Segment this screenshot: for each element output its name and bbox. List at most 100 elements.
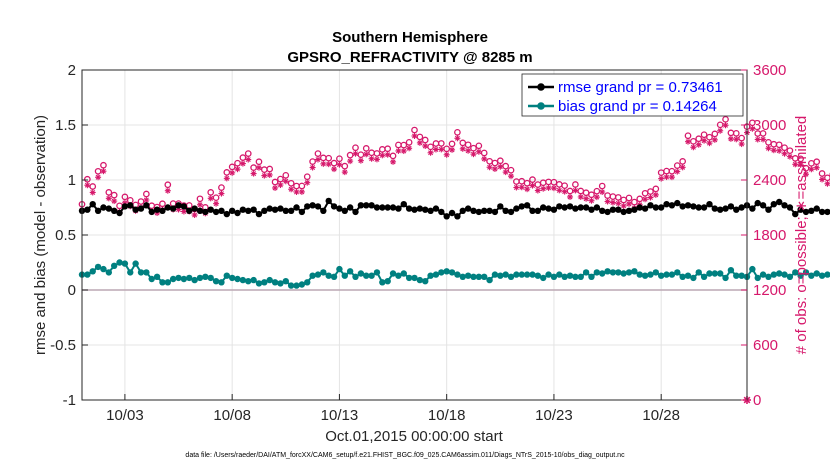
left-axis-ticks: -1 -0.5 0 0.5 1 1.5 2 bbox=[50, 62, 88, 409]
bias-point bbox=[684, 272, 692, 279]
obs-possible-marker bbox=[802, 164, 810, 172]
rmse-point bbox=[228, 207, 236, 214]
rmse-point bbox=[405, 205, 413, 212]
rmse-point bbox=[518, 203, 525, 210]
rmse-point bbox=[572, 205, 579, 212]
rmse-point bbox=[137, 205, 145, 212]
bias-point bbox=[368, 272, 375, 279]
bias-point bbox=[234, 275, 241, 283]
obs-assimilated-stroke bbox=[256, 165, 262, 171]
bias-point bbox=[180, 275, 188, 283]
rmse-point bbox=[647, 202, 654, 209]
obs-assimilated-stroke bbox=[106, 195, 112, 201]
x-axis-label: Oct.01,2015 00:00:00 start bbox=[325, 428, 503, 445]
bias-point bbox=[304, 279, 311, 286]
bias-point bbox=[196, 274, 204, 282]
obs-possible-marker bbox=[405, 138, 413, 146]
obs-assimilated-marker bbox=[534, 187, 541, 194]
obs-assimilated-marker bbox=[384, 151, 391, 158]
obs-assimilated-stroke bbox=[326, 161, 332, 167]
rmse-point bbox=[582, 204, 590, 211]
obs-assimilated-marker bbox=[164, 187, 171, 194]
rmse-point bbox=[727, 203, 735, 210]
rmse-point bbox=[191, 205, 198, 212]
obs-assimilated-marker bbox=[593, 194, 600, 201]
obs-assimilated-stroke bbox=[503, 169, 509, 175]
obs-possible-marker bbox=[797, 155, 804, 163]
obs-possible-marker bbox=[164, 181, 172, 189]
rmse-point bbox=[314, 203, 322, 210]
bias-point bbox=[668, 271, 676, 278]
obs-possible-marker bbox=[786, 147, 794, 155]
bias-point bbox=[534, 272, 542, 279]
rmse-point bbox=[384, 204, 391, 211]
obs-assimilated-stroke bbox=[814, 165, 820, 171]
rmse-point bbox=[363, 202, 370, 209]
y-axis-label-right: # of obs: o=possible; ∗=assimilated bbox=[793, 116, 810, 355]
obs-assimilated-marker bbox=[663, 174, 670, 181]
bias-point bbox=[379, 279, 386, 286]
rmse-point bbox=[497, 203, 504, 210]
y-tick-label: 0 bbox=[68, 282, 76, 299]
obs-assimilated-stroke bbox=[100, 168, 106, 174]
bias-point bbox=[212, 278, 220, 285]
obs-assimilated-stroke bbox=[798, 162, 804, 168]
obs-assimilated-marker bbox=[406, 145, 413, 152]
obs-possible-marker bbox=[631, 198, 638, 206]
rmse-point bbox=[486, 207, 493, 214]
obs-assimilated-marker bbox=[577, 193, 584, 200]
obs-assimilated-stroke bbox=[342, 169, 348, 175]
bias-point bbox=[191, 276, 198, 284]
obs-possible-marker bbox=[277, 175, 284, 183]
obs-possible-marker bbox=[341, 162, 349, 170]
obs-assimilated-marker bbox=[84, 182, 91, 189]
obs-assimilated-marker bbox=[304, 179, 311, 186]
obs-assimilated-stroke bbox=[653, 192, 659, 198]
bias-point bbox=[89, 268, 96, 275]
bias-point bbox=[277, 280, 284, 287]
obs-assimilated-marker bbox=[449, 146, 456, 153]
rmse-point bbox=[716, 206, 724, 213]
obs-possible-marker bbox=[373, 150, 381, 157]
obs-possible-marker bbox=[100, 161, 107, 169]
y-right-tick-label: 1800 bbox=[753, 227, 786, 244]
rmse-point bbox=[663, 201, 670, 208]
obs-assimilated-marker bbox=[770, 147, 777, 154]
obs-possible-marker bbox=[266, 165, 274, 173]
obs-assimilated-marker bbox=[658, 175, 665, 182]
obs-assimilated-stroke bbox=[84, 182, 90, 188]
obs-assimilated-marker bbox=[390, 158, 397, 165]
rmse-point bbox=[588, 206, 595, 213]
obs-assimilated-stroke bbox=[524, 186, 530, 192]
rmse-point bbox=[577, 204, 584, 211]
bias-point bbox=[561, 273, 568, 280]
obs-assimilated-marker bbox=[411, 133, 418, 139]
obs-possible-marker bbox=[352, 144, 359, 152]
obs-assimilated-stroke bbox=[288, 186, 294, 192]
obs-possible-marker bbox=[437, 140, 445, 147]
obs-possible-marker bbox=[159, 200, 166, 208]
bias-point bbox=[443, 268, 450, 275]
rmse-point bbox=[325, 197, 332, 205]
obs-assimilated-marker bbox=[685, 138, 692, 145]
x-tick-label: 10/18 bbox=[428, 407, 466, 424]
obs-assimilated-stroke bbox=[572, 187, 578, 193]
bias-point bbox=[749, 265, 756, 273]
rmse-point bbox=[105, 205, 113, 212]
obs-assimilated-marker bbox=[717, 127, 724, 134]
obs-assimilated-marker bbox=[706, 140, 713, 147]
obs-assimilated-marker bbox=[802, 171, 809, 178]
bias-point bbox=[250, 276, 257, 284]
obs-assimilated-stroke bbox=[776, 148, 782, 154]
obs-assimilated-marker bbox=[341, 169, 348, 176]
y-tick-label: 0.5 bbox=[55, 227, 76, 244]
bias-point bbox=[422, 278, 429, 285]
rmse-point bbox=[277, 205, 284, 212]
y-tick-label: 2 bbox=[68, 62, 76, 79]
rmse-point bbox=[523, 202, 531, 209]
rmse-point bbox=[330, 203, 338, 210]
rmse-point bbox=[116, 209, 123, 217]
obs-possible-marker bbox=[550, 178, 558, 186]
obs-assimilated-stroke bbox=[497, 164, 503, 170]
obs-assimilated-marker bbox=[422, 142, 429, 149]
